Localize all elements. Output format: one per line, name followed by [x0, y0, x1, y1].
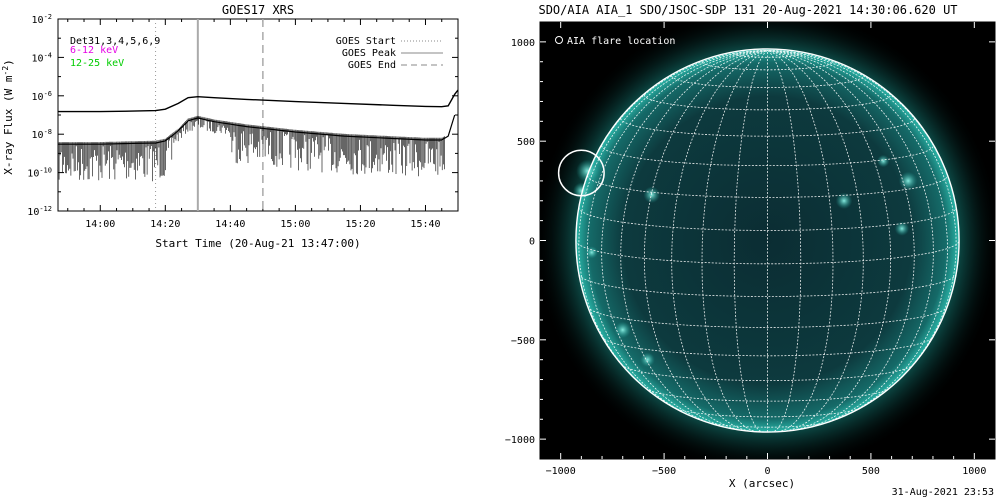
goes-legend: GOES Start GOES Peak GOES End	[336, 36, 443, 71]
aia-x-tick-label: 1000	[962, 466, 986, 477]
aia-y-tick-label: 500	[517, 137, 535, 148]
grid-latitude-line	[645, 388, 890, 402]
goes-xrs-chart: GOES17 XRS 10-12 10-10 10-8 10-6 10-4 10-2 14:…	[1, 3, 459, 250]
grid-longitude-line	[767, 50, 934, 430]
aia-flare-legend: AIA flare location	[555, 36, 675, 47]
goes-ylabel: X-ray Flux (W m-2)	[1, 59, 15, 175]
footer-timestamp: 31-Aug-2021 23:53	[891, 487, 994, 498]
aia-y-tick-label: −1000	[505, 435, 535, 446]
detector-label: Det31,3,4,5,6,9	[70, 36, 160, 47]
aia-y-tick-label: 0	[529, 237, 535, 248]
aia-x-tick-label: 500	[862, 466, 880, 477]
active-region	[640, 352, 655, 367]
active-region	[576, 159, 599, 183]
aia-y-tick-label: 1000	[511, 38, 535, 49]
aia-x-tick-label: 0	[764, 466, 770, 477]
active-region	[894, 221, 910, 236]
active-region	[877, 154, 890, 168]
aia-x-tick-label: −1000	[546, 466, 576, 477]
aia-axes: −1000 −500 0 500 1000 −1000 −500 0 500 1000	[505, 22, 995, 477]
grid-latitude-line	[621, 364, 914, 381]
goes-plot-area: 10-12 10-10 10-8 10-6 10-4 10-2 14:00 14:20 14:4…	[27, 13, 459, 230]
x-tick-label: 14:20	[150, 219, 180, 230]
solar-limb	[575, 48, 960, 433]
grid-longitude-line	[767, 50, 948, 425]
active-region	[835, 192, 853, 210]
x-tick-label: 14:40	[215, 219, 245, 230]
active-region	[614, 321, 631, 339]
active-region	[643, 186, 660, 204]
y-tick-label: 10-12	[27, 205, 52, 218]
aia-solar-image	[540, 22, 995, 459]
grid-longitude-line	[767, 50, 802, 433]
x-tick-label: 15:20	[345, 219, 375, 230]
aia-y-tick-label: −500	[511, 336, 535, 347]
grid-longitude-line	[643, 50, 768, 432]
flare-location-marker	[557, 149, 605, 197]
grid-longitude-line	[767, 50, 892, 432]
grid-longitude-line	[767, 50, 960, 271]
legend-goes-end-label: GOES End	[348, 60, 396, 71]
grid-latitude-line	[587, 306, 948, 328]
aia-xlabel: X (arcsec)	[729, 477, 795, 490]
short-channel-noise	[57, 115, 445, 182]
grid-longitude-line	[733, 50, 768, 433]
x-tick-label: 14:00	[85, 219, 115, 230]
energy-band-12-25: 12-25 keV	[70, 58, 124, 69]
y-tick-label: 10-6	[32, 90, 52, 103]
y-tick-label: 10-2	[32, 13, 52, 26]
x-tick-label: 15:00	[280, 219, 310, 230]
flare-legend-label: AIA flare location	[567, 36, 675, 47]
aia-image-title: SDO/AIA AIA_1 SDO/JSOC-SDP 131 20-Aug-20…	[538, 3, 957, 17]
grid-longitude-line	[767, 50, 864, 432]
grid-latitude-line	[601, 336, 934, 357]
goes-xlabel: Start Time (20-Aug-21 13:47:00)	[155, 237, 360, 250]
energy-band-6-12: 6-12 keV	[70, 45, 118, 56]
flare-legend-marker	[555, 36, 563, 44]
goes-chart-title: GOES17 XRS	[222, 3, 294, 17]
aia-x-tick-label: −500	[652, 466, 676, 477]
y-tick-label: 10-4	[32, 51, 52, 64]
active-region	[898, 171, 918, 191]
legend-goes-peak-label: GOES Peak	[342, 48, 396, 59]
y-tick-label: 10-8	[32, 128, 52, 141]
aia-image-panel: SDO/AIA AIA_1 SDO/JSOC-SDP 131 20-Aug-20…	[505, 3, 996, 490]
solar-disk	[575, 48, 960, 433]
grid-longitude-line	[587, 50, 768, 425]
grid-longitude-line	[601, 50, 768, 430]
x-tick-label: 15:40	[410, 219, 440, 230]
grid-longitude-line	[575, 50, 768, 271]
series-long-channel	[58, 89, 459, 113]
grid-latitude-line	[733, 53, 802, 58]
grid-longitude-line	[671, 50, 768, 432]
legend-goes-start-label: GOES Start	[336, 36, 396, 47]
y-tick-label: 10-10	[27, 167, 52, 180]
energy-legend: Det31,3,4,5,6,9 6-12 keV 12-25 keV	[70, 36, 160, 69]
